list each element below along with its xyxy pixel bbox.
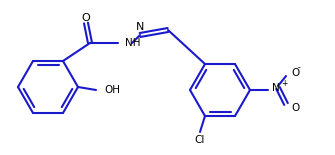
Text: OH: OH xyxy=(104,85,120,95)
Text: -: - xyxy=(298,64,301,73)
Text: NH: NH xyxy=(125,38,140,48)
Text: N: N xyxy=(272,83,280,93)
Text: N: N xyxy=(136,22,144,32)
Text: O: O xyxy=(291,103,299,113)
Text: O: O xyxy=(82,13,90,23)
Text: O: O xyxy=(291,68,299,78)
Text: Cl: Cl xyxy=(195,135,205,145)
Text: +: + xyxy=(281,78,287,88)
